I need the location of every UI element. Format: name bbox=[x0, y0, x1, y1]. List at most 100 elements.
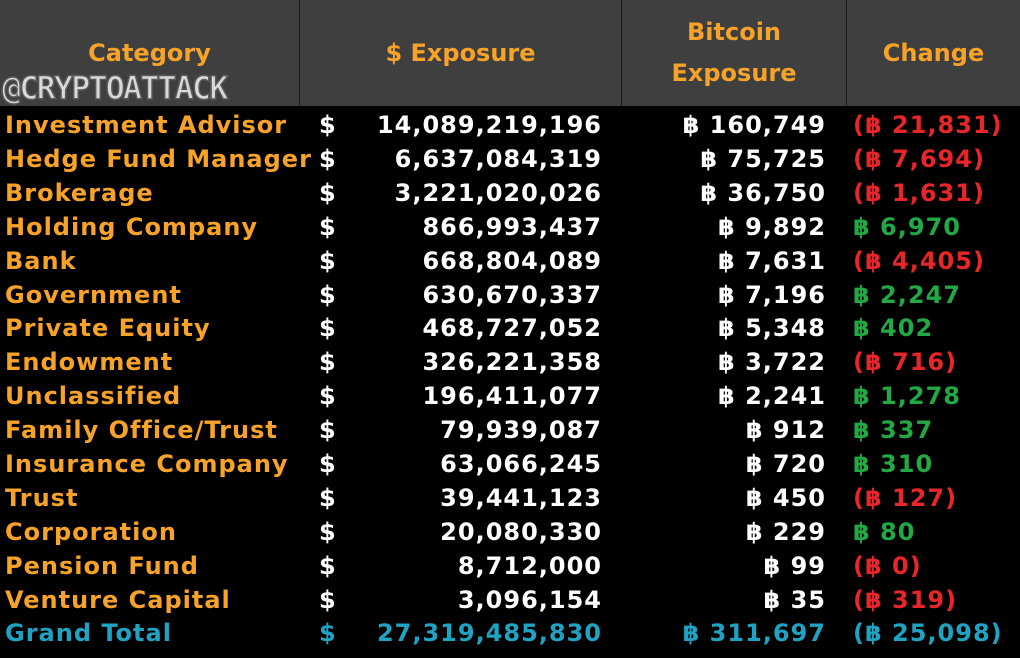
table-row: Pension Fund $8,712,000 ฿ 99 (฿ 0) bbox=[0, 549, 1020, 583]
row-category: Hedge Fund Manager bbox=[5, 144, 312, 173]
row-usd-exposure: 196,411,077 bbox=[422, 382, 602, 411]
header-divider bbox=[299, 0, 300, 106]
row-btc-exposure: ฿ 7,631 bbox=[718, 246, 826, 275]
row-category: Holding Company bbox=[5, 212, 259, 241]
row-usd-exposure: 20,080,330 bbox=[440, 517, 602, 546]
table-row: Unclassified $196,411,077 ฿ 2,241 ฿ 1,278 bbox=[0, 379, 1020, 413]
header-category-label: Category bbox=[88, 38, 211, 67]
grand-total-change: (฿ 25,098) bbox=[853, 619, 1003, 647]
row-usd-exposure: 326,221,358 bbox=[422, 348, 602, 377]
row-category: Brokerage bbox=[5, 178, 154, 207]
row-change: (฿ 7,694) bbox=[853, 144, 985, 173]
row-usd-sign: $ bbox=[319, 450, 337, 478]
header-change: Change bbox=[847, 0, 1020, 106]
row-btc-exposure: ฿ 450 bbox=[745, 483, 826, 512]
table-row: Holding Company $866,993,437 ฿ 9,892 ฿ 6,97… bbox=[0, 210, 1020, 244]
row-change: (฿ 716) bbox=[853, 348, 958, 377]
row-category: Family Office/Trust bbox=[5, 416, 278, 445]
header-btc-exposure-line2: Exposure bbox=[671, 59, 797, 87]
row-change: (฿ 0) bbox=[853, 551, 922, 580]
grand-total-usd-sign: $ bbox=[319, 619, 337, 647]
row-category: Unclassified bbox=[5, 382, 182, 411]
row-category: Insurance Company bbox=[5, 450, 289, 478]
watermark: @CRYPTOATTACK bbox=[1, 68, 229, 108]
table-row: Private Equity $468,727,052 ฿ 5,348 ฿ 402 bbox=[0, 311, 1020, 345]
row-usd-sign: $ bbox=[319, 348, 337, 377]
row-btc-exposure: ฿ 75,725 bbox=[700, 144, 826, 173]
row-change: (฿ 21,831) bbox=[853, 111, 1003, 139]
row-category: Private Equity bbox=[5, 314, 211, 343]
row-usd-exposure: 3,096,154 bbox=[457, 585, 602, 614]
table-row: Family Office/Trust $79,939,087 ฿ 912 ฿ 337 bbox=[0, 413, 1020, 447]
row-btc-exposure: ฿ 2,241 bbox=[718, 382, 826, 411]
table-row: Bank $668,804,089 ฿ 7,631 (฿ 4,405) bbox=[0, 244, 1020, 278]
row-category: Venture Capital bbox=[5, 585, 231, 614]
row-usd-exposure: 668,804,089 bbox=[422, 246, 602, 275]
header-category: Category bbox=[0, 0, 299, 106]
header-btc-exposure-line1: Bitcoin bbox=[686, 18, 782, 46]
row-btc-exposure: ฿ 229 bbox=[745, 517, 826, 546]
row-change: ฿ 402 bbox=[853, 314, 934, 343]
row-change: ฿ 1,278 bbox=[853, 382, 961, 411]
row-usd-sign: $ bbox=[319, 144, 337, 173]
row-btc-exposure: ฿ 7,196 bbox=[718, 280, 826, 309]
row-usd-exposure: 8,712,000 bbox=[457, 551, 602, 580]
table-header: Category $ Exposure Bitcoin Exposure Cha… bbox=[0, 0, 1020, 106]
row-btc-exposure: ฿ 5,348 bbox=[718, 314, 826, 343]
row-usd-exposure: 14,089,219,196 bbox=[376, 111, 602, 139]
row-btc-exposure: ฿ 912 bbox=[745, 416, 826, 445]
row-category: Trust bbox=[5, 483, 79, 512]
row-change: ฿ 6,970 bbox=[853, 212, 961, 241]
row-usd-sign: $ bbox=[319, 483, 337, 512]
row-change: (฿ 319) bbox=[853, 585, 958, 614]
header-divider bbox=[621, 0, 622, 106]
row-usd-exposure: 3,221,020,026 bbox=[394, 178, 602, 207]
row-category: Government bbox=[5, 280, 182, 309]
table-row: Brokerage $3,221,020,026 ฿ 36,750 (฿ 1,631) bbox=[0, 176, 1020, 210]
header-usd-exposure-label: $ Exposure bbox=[385, 38, 536, 67]
row-btc-exposure: ฿ 99 bbox=[763, 551, 826, 580]
row-category: Pension Fund bbox=[5, 551, 199, 580]
row-usd-exposure: 79,939,087 bbox=[440, 416, 602, 445]
row-usd-sign: $ bbox=[319, 517, 337, 546]
row-category: Corporation bbox=[5, 517, 177, 546]
row-change: (฿ 127) bbox=[853, 483, 958, 512]
table-row: Investment Advisor $14,089,219,196 ฿ 160,7… bbox=[0, 108, 1020, 142]
grand-total-label: Grand Total bbox=[5, 619, 172, 647]
table-row: Government $630,670,337 ฿ 7,196 ฿ 2,247 bbox=[0, 278, 1020, 312]
row-usd-sign: $ bbox=[319, 314, 337, 343]
row-change: ฿ 2,247 bbox=[853, 280, 961, 309]
row-change: (฿ 4,405) bbox=[853, 246, 985, 275]
row-usd-exposure: 6,637,084,319 bbox=[394, 144, 602, 173]
table-row: Corporation $20,080,330 ฿ 229 ฿ 80 bbox=[0, 515, 1020, 549]
table-row: Endowment $326,221,358 ฿ 3,722 (฿ 716) bbox=[0, 345, 1020, 379]
row-usd-sign: $ bbox=[319, 280, 337, 309]
row-change: ฿ 310 bbox=[853, 450, 934, 478]
row-btc-exposure: ฿ 3,722 bbox=[718, 348, 826, 377]
row-usd-exposure: 39,441,123 bbox=[440, 483, 602, 512]
row-usd-sign: $ bbox=[319, 246, 337, 275]
row-category: Bank bbox=[5, 246, 77, 275]
row-usd-exposure: 468,727,052 bbox=[422, 314, 602, 343]
header-usd-exposure: $ Exposure bbox=[300, 0, 621, 106]
row-usd-sign: $ bbox=[319, 382, 337, 411]
row-change: ฿ 337 bbox=[853, 416, 934, 445]
row-category: Investment Advisor bbox=[5, 111, 288, 139]
row-usd-exposure: 630,670,337 bbox=[422, 280, 602, 309]
row-usd-sign: $ bbox=[319, 551, 337, 580]
table-row: Trust $39,441,123 ฿ 450 (฿ 127) bbox=[0, 481, 1020, 515]
grand-total-row: Grand Total $ 27,319,485,830 ฿ 311,697 (… bbox=[0, 616, 1020, 650]
row-change: ฿ 80 bbox=[853, 517, 916, 546]
row-btc-exposure: ฿ 160,749 bbox=[682, 111, 826, 139]
row-change: (฿ 1,631) bbox=[853, 178, 985, 207]
table-row: Venture Capital $3,096,154 ฿ 35 (฿ 319) bbox=[0, 583, 1020, 617]
row-usd-sign: $ bbox=[319, 178, 337, 207]
row-btc-exposure: ฿ 720 bbox=[745, 450, 826, 478]
row-btc-exposure: ฿ 9,892 bbox=[718, 212, 826, 241]
row-usd-sign: $ bbox=[319, 111, 337, 139]
row-btc-exposure: ฿ 36,750 bbox=[700, 178, 826, 207]
row-category: Endowment bbox=[5, 348, 174, 377]
row-usd-sign: $ bbox=[319, 416, 337, 445]
row-usd-sign: $ bbox=[319, 212, 337, 241]
header-divider bbox=[846, 0, 847, 106]
